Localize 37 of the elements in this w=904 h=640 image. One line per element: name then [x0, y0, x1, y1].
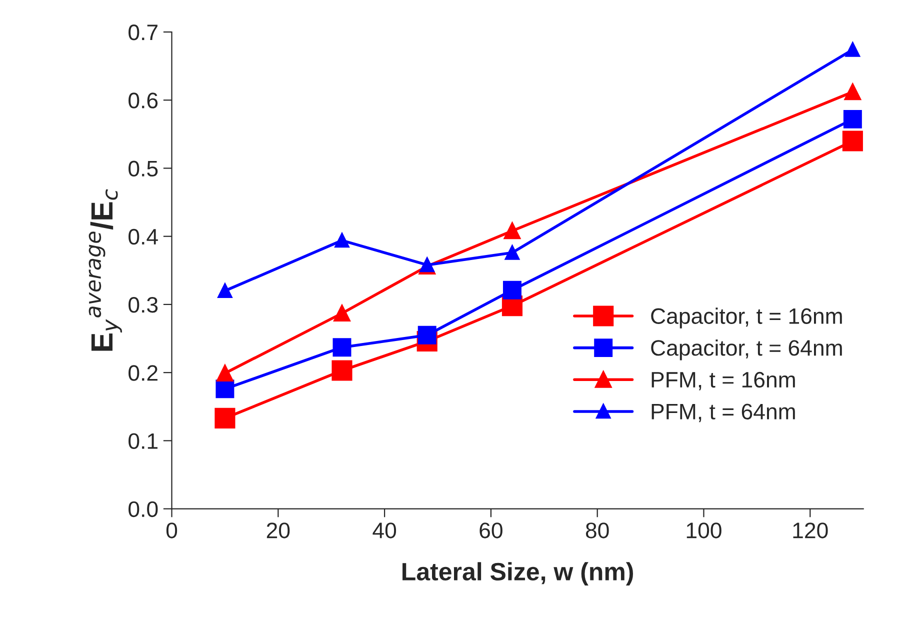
x-tick-label: 100 [686, 522, 722, 538]
y-tick-label: 0.5 [128, 160, 158, 176]
y-tick-label: 0.0 [128, 501, 158, 518]
legend-label: PFM, t = 64nm [652, 404, 795, 422]
point [844, 84, 861, 100]
point [216, 365, 234, 382]
point [214, 408, 236, 428]
point [504, 222, 520, 240]
point [502, 280, 522, 300]
legend-label: Capacitor, t = 64nm [651, 339, 842, 360]
point [846, 42, 860, 57]
x-axis-title: Lateral Size, w (nm) [402, 562, 633, 586]
x-tick-label: 40 [372, 522, 396, 538]
point [334, 233, 350, 248]
point [216, 380, 234, 398]
legend-label: PFM, t = 16nm [652, 372, 795, 390]
point [418, 326, 436, 344]
point [843, 110, 862, 128]
x-tick-label: 120 [793, 522, 828, 538]
point [218, 284, 232, 298]
x-tick-label: 60 [480, 522, 502, 538]
y-tick-label: 0.6 [128, 92, 158, 108]
y-tick-label: 0.4 [128, 228, 158, 245]
point [505, 246, 520, 260]
x-tick-label: 80 [586, 522, 609, 538]
y-tick-label: 0.3 [128, 296, 158, 313]
y-axis-title: E$_{y}$$^{average}$/E$_{c}$ [88, 189, 122, 351]
point [334, 305, 350, 322]
y-tick-label: 0.1 [128, 433, 158, 449]
legend-label: Capacitor, t = 16nm [651, 308, 842, 328]
point [332, 338, 352, 357]
y-tick-label: 0.2 [128, 365, 158, 381]
x-tick-label: 20 [266, 522, 290, 538]
point [842, 130, 863, 152]
point [332, 360, 352, 381]
x-tick-label: 0 [166, 522, 178, 538]
y-tick-label: 0.7 [128, 24, 158, 40]
